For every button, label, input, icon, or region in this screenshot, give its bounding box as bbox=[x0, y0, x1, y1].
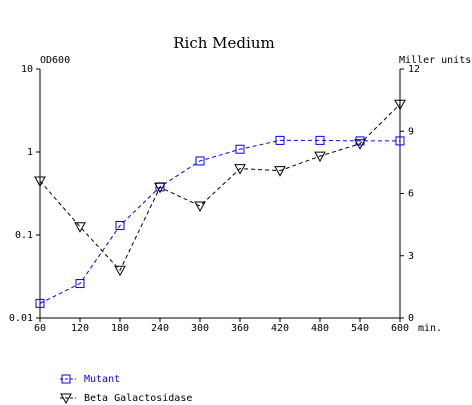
x-tick-label: 300 bbox=[191, 323, 209, 334]
series-beta-galactosidase bbox=[34, 99, 406, 277]
x-tick-label: 540 bbox=[351, 323, 369, 334]
series-layer bbox=[34, 99, 406, 308]
legend-label: Beta Galactosidase bbox=[84, 393, 192, 404]
data-point bbox=[395, 136, 405, 146]
data-point bbox=[235, 144, 245, 154]
y-right-tick-label: 9 bbox=[408, 126, 414, 137]
data-point bbox=[35, 298, 45, 308]
legend-marker bbox=[60, 393, 72, 405]
legend: Mutant Beta Galactosidase bbox=[60, 374, 192, 405]
x-tick-label: 360 bbox=[231, 323, 249, 334]
data-point bbox=[75, 279, 85, 289]
y-right-tick-label: 0 bbox=[408, 313, 414, 324]
right-axis-label: Miller units bbox=[399, 55, 471, 66]
y-left-tick-label: 0.1 bbox=[15, 230, 33, 241]
data-point bbox=[354, 139, 366, 150]
data-point bbox=[115, 221, 125, 231]
y-left-tick-label: 10 bbox=[21, 64, 33, 75]
x-tick-label: 480 bbox=[311, 323, 329, 334]
x-tick-label: 180 bbox=[111, 323, 129, 334]
data-point bbox=[74, 222, 86, 233]
x-tick-label: 120 bbox=[71, 323, 89, 334]
series-line bbox=[39, 139, 400, 304]
x-tick-label: 600 bbox=[391, 323, 409, 334]
data-point bbox=[274, 166, 286, 177]
y-right-tick-label: 3 bbox=[408, 251, 414, 262]
y-left-tick-label: 1 bbox=[27, 147, 33, 158]
y-right-tick-label: 6 bbox=[408, 189, 414, 200]
legend-marker bbox=[61, 374, 71, 384]
data-point bbox=[114, 265, 126, 277]
data-point bbox=[194, 201, 206, 212]
data-point bbox=[34, 176, 46, 188]
series-line bbox=[39, 103, 401, 272]
data-point bbox=[234, 164, 246, 175]
x-tick-label: 420 bbox=[271, 323, 289, 334]
x-tick-label: 60 bbox=[34, 323, 46, 334]
data-point bbox=[314, 151, 326, 163]
data-point bbox=[195, 156, 205, 166]
x-tick-label: 240 bbox=[151, 323, 169, 334]
axis-ticks: 60 120 180 240 300 360 420 480 540 6001010.10.011… bbox=[9, 64, 420, 334]
chart-title: Rich Medium bbox=[173, 34, 274, 52]
y-left-tick-label: 0.01 bbox=[9, 313, 33, 324]
series-mutant bbox=[35, 135, 405, 308]
data-point bbox=[275, 135, 285, 145]
legend-item: Mutant bbox=[60, 374, 120, 385]
legend-label: Mutant bbox=[84, 374, 120, 385]
legend-item: Beta Galactosidase bbox=[60, 393, 192, 405]
data-point bbox=[394, 99, 406, 111]
left-axis-label: OD600 bbox=[40, 55, 70, 66]
y-right-tick-label: 12 bbox=[408, 64, 420, 75]
x-unit-label: min. bbox=[418, 323, 442, 334]
data-point bbox=[154, 182, 166, 194]
data-point bbox=[315, 135, 325, 145]
